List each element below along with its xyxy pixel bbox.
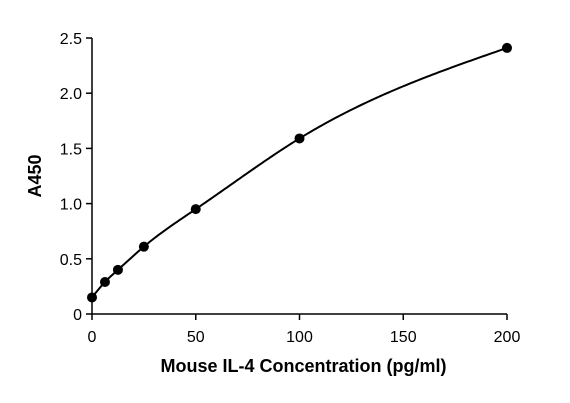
x-axis-title: Mouse IL-4 Concentration (pg/ml) [161, 356, 447, 376]
y-tick-label: 0 [73, 307, 82, 324]
x-tick-label: 50 [187, 329, 205, 346]
points-layer [87, 42, 512, 303]
data-point [87, 292, 97, 303]
y-tick-label: 2.5 [60, 31, 82, 48]
x-tick-label: 100 [286, 329, 313, 346]
curve-layer [91, 46, 508, 299]
y-axis-title: A450 [25, 154, 45, 197]
y-tick-label: 1.0 [60, 197, 82, 214]
x-tick-label: 150 [390, 329, 417, 346]
data-point [138, 241, 149, 252]
x-tick-label: 0 [88, 329, 97, 346]
y-tick-label: 2.0 [60, 86, 82, 103]
y-tick-label: 0.5 [60, 252, 82, 269]
data-point [112, 264, 123, 275]
axes-layer [91, 38, 507, 315]
ticks-layer: 0 0.5 1.0 1.5 2.0 2.5 0 50 100 150 200 [60, 31, 521, 346]
x-tick-label: 200 [494, 329, 521, 346]
data-point [502, 42, 512, 53]
data-point [99, 276, 110, 287]
y-tick-label: 1.5 [60, 141, 82, 158]
fit-curve-line [91, 46, 508, 299]
data-point [294, 133, 305, 144]
data-point [190, 204, 201, 215]
